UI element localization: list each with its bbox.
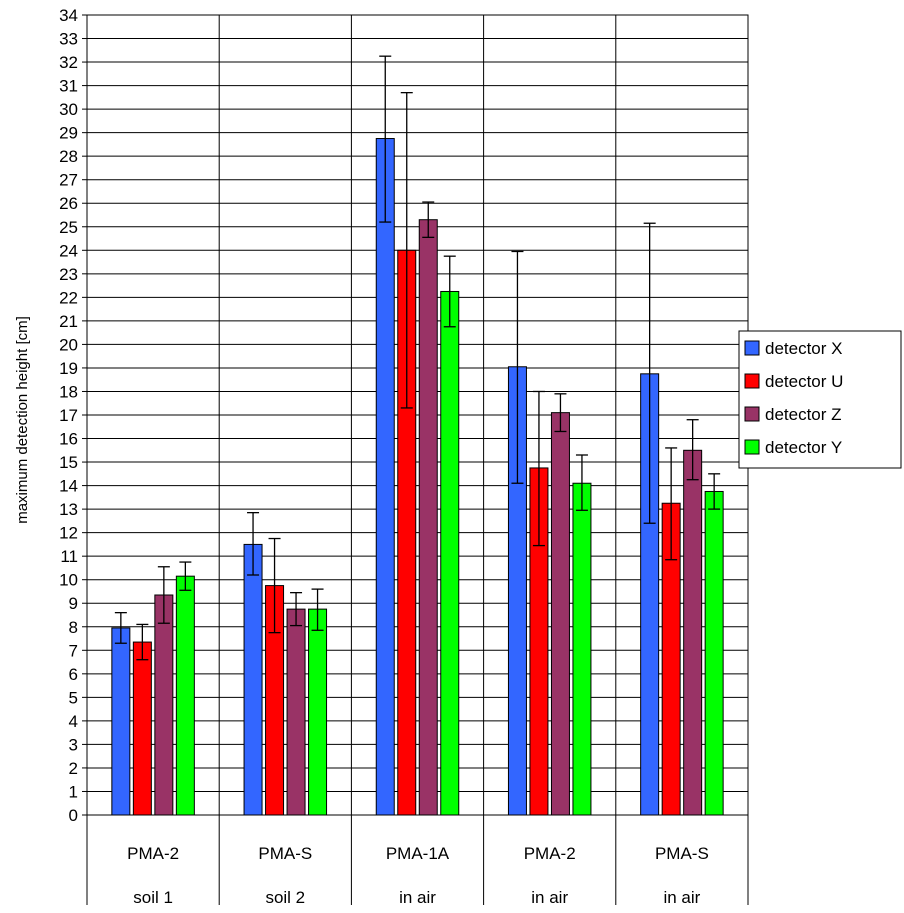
y-tick-label: 14 xyxy=(59,477,78,496)
bar xyxy=(154,594,174,816)
y-tick-label: 16 xyxy=(59,430,78,449)
y-tick-label: 0 xyxy=(69,806,78,825)
y-tick-label: 25 xyxy=(59,218,78,237)
bar xyxy=(243,543,263,816)
bar xyxy=(418,219,438,816)
x-category-sublabel: soil 2 xyxy=(265,888,305,907)
legend-label: detector X xyxy=(765,339,843,358)
y-tick-label: 15 xyxy=(59,453,78,472)
y-tick-label: 21 xyxy=(59,312,78,331)
x-category-labels: PMA-2 soil 1 PMA-S soil 2 PMA-1A in air PMA-2 i… xyxy=(127,844,709,907)
gridlines xyxy=(87,14,748,816)
bar xyxy=(286,608,306,816)
bar xyxy=(704,490,724,816)
legend: detector X detector U detector Z detector Y xyxy=(738,330,902,469)
legend-swatch xyxy=(744,340,760,356)
x-category-sublabel: in air xyxy=(663,888,700,907)
y-tick-label: 28 xyxy=(59,147,78,166)
y-tick-label: 18 xyxy=(59,382,78,401)
bar xyxy=(550,412,570,816)
y-tick-label: 2 xyxy=(69,759,78,778)
y-tick-label: 17 xyxy=(59,406,78,425)
y-tick-label: 22 xyxy=(59,288,78,307)
legend-label: detector U xyxy=(765,372,843,391)
bar xyxy=(440,290,460,816)
y-tick-label: 34 xyxy=(59,6,78,25)
y-tick-label: 24 xyxy=(59,241,78,260)
bar xyxy=(111,627,131,816)
bars xyxy=(111,138,724,816)
y-tick-label: 31 xyxy=(59,77,78,96)
bar xyxy=(572,482,592,816)
y-tick-label: 29 xyxy=(59,124,78,143)
bar xyxy=(375,138,395,816)
bar xyxy=(683,449,703,816)
y-tick-label: 4 xyxy=(69,712,78,731)
x-category-label: PMA-S xyxy=(655,844,709,863)
legend-label: detector Y xyxy=(765,438,842,457)
y-tick-label: 23 xyxy=(59,265,78,284)
y-tick-label: 3 xyxy=(69,735,78,754)
y-tick-label: 32 xyxy=(59,53,78,72)
x-category-sublabel: soil 1 xyxy=(133,888,173,907)
x-category-label: PMA-2 xyxy=(127,844,179,863)
y-tick-label: 10 xyxy=(59,571,78,590)
y-tick-label: 30 xyxy=(59,100,78,119)
bar xyxy=(308,608,328,816)
bar xyxy=(132,641,152,816)
y-tick-label: 11 xyxy=(60,547,78,566)
y-tick-label: 20 xyxy=(59,335,78,354)
x-category-label: PMA-1A xyxy=(386,844,450,863)
error-bars xyxy=(114,55,721,661)
y-tick-label: 13 xyxy=(59,500,78,519)
legend-swatch xyxy=(744,406,760,422)
x-category-sublabel: in air xyxy=(531,888,568,907)
category-separators xyxy=(218,15,617,815)
y-tick-labels: 0123456789101112131415161718192021222324… xyxy=(59,6,78,825)
x-category-sublabel: in air xyxy=(399,888,436,907)
bar xyxy=(175,575,195,816)
y-tick-label: 19 xyxy=(59,359,78,378)
legend-label: detector Z xyxy=(765,405,842,424)
x-category-label: PMA-S xyxy=(258,844,312,863)
y-tick-label: 1 xyxy=(69,782,78,801)
x-category-label: PMA-2 xyxy=(524,844,576,863)
y-tick-label: 33 xyxy=(59,30,78,49)
y-tick-label: 27 xyxy=(59,171,78,190)
y-tick-label: 26 xyxy=(59,194,78,213)
y-tick-label: 12 xyxy=(59,524,78,543)
legend-swatch xyxy=(744,439,760,455)
y-axis-title: maximum detection height [cm] xyxy=(14,316,31,524)
y-tick-label: 6 xyxy=(69,665,78,684)
y-tick-label: 8 xyxy=(69,618,78,637)
y-tick-label: 5 xyxy=(69,688,78,707)
y-tick-label: 9 xyxy=(69,594,78,613)
y-tick-label: 7 xyxy=(69,641,78,660)
legend-swatch xyxy=(744,373,760,389)
